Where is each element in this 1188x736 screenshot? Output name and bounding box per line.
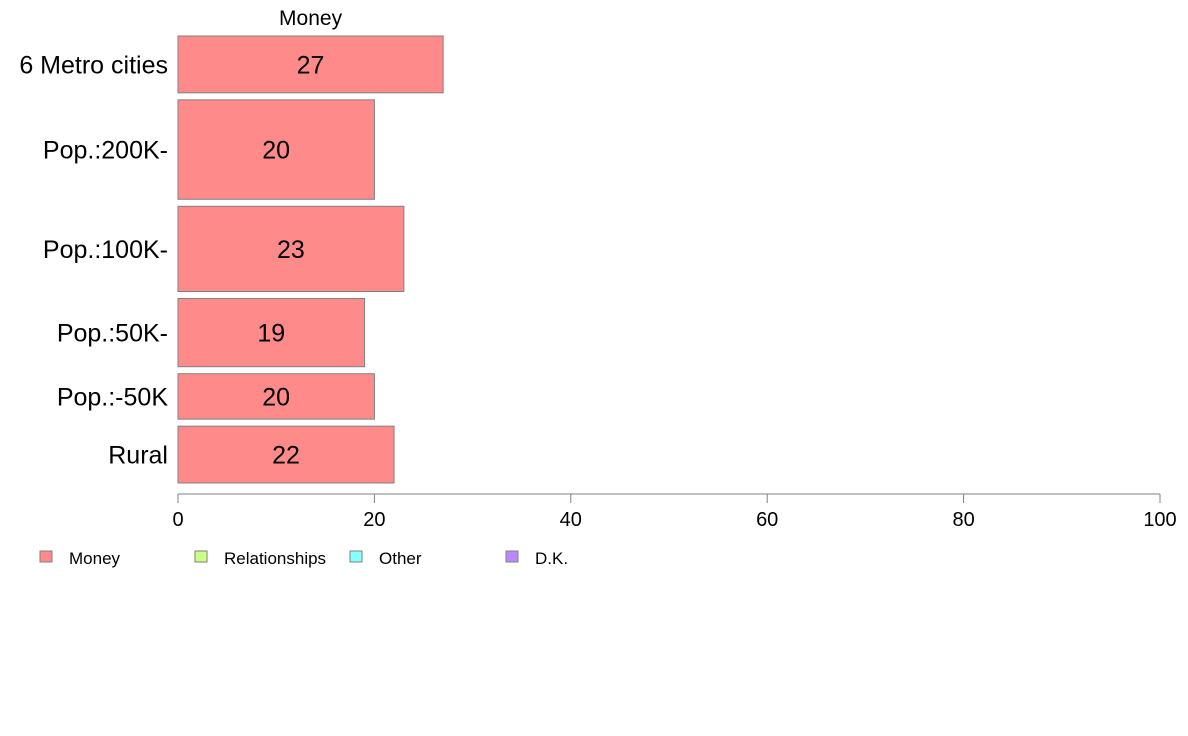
legend: Money Relationships Other D.K. — [39, 549, 568, 568]
legend-label: Relationships — [224, 549, 326, 568]
legend-label: D.K. — [535, 549, 568, 568]
x-tick-label: 0 — [172, 509, 183, 531]
bar — [177, 425, 395, 484]
legend-swatch — [39, 550, 53, 563]
segment-label: Money — [279, 7, 343, 30]
x-tick-label: 100 — [1143, 509, 1176, 531]
bar — [177, 298, 366, 368]
category-label: Pop.:200K- — [43, 137, 168, 165]
x-axis: 0 20 40 60 80 100 — [172, 493, 1177, 531]
bar — [177, 205, 405, 293]
x-tick-label: 40 — [560, 509, 582, 531]
segment-top-labels: Money — [279, 7, 343, 30]
bar-value-label: 20 — [262, 137, 290, 165]
category-label: Pop.:-50K — [57, 383, 169, 411]
category-label: Rural — [108, 442, 168, 470]
legend-label: Other — [379, 549, 422, 568]
bar — [177, 99, 375, 200]
bar-value-label: 27 — [297, 51, 325, 79]
bars — [177, 35, 444, 484]
category-label: 6 Metro cities — [19, 51, 168, 79]
x-tick-label: 60 — [756, 509, 778, 531]
bar-value-label: 20 — [262, 383, 290, 411]
category-label: Pop.:100K- — [43, 236, 168, 264]
legend-swatch — [194, 550, 208, 563]
category-labels: 6 Metro cities Pop.:200K- Pop.:100K- Pop.:5… — [19, 51, 168, 469]
legend-label: Money — [69, 549, 121, 568]
bar — [177, 373, 375, 420]
category-label: Pop.:50K- — [57, 320, 168, 348]
legend-swatch — [349, 550, 363, 563]
bar-value-label: 23 — [277, 236, 305, 264]
x-tick-label: 80 — [952, 509, 974, 531]
bar-value-label: 19 — [257, 320, 285, 348]
x-tick-label: 20 — [363, 509, 385, 531]
legend-swatch — [505, 550, 519, 563]
bar-value-label: 22 — [272, 442, 300, 470]
bar — [177, 35, 444, 94]
bar-value-labels: 27 20 23 19 20 22 — [257, 51, 324, 469]
